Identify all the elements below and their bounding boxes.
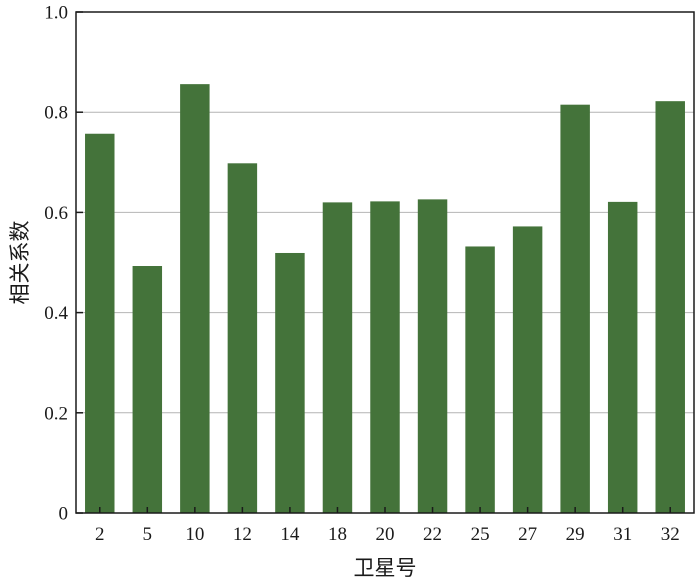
x-tick-label-25: 25 bbox=[471, 524, 490, 545]
bar-22 bbox=[417, 199, 448, 513]
x-tick-label-22: 22 bbox=[423, 524, 442, 545]
x-tick-label-12: 12 bbox=[233, 524, 252, 545]
y-tick-label-5: 1.0 bbox=[44, 3, 68, 24]
y-tick-label-1: 0.2 bbox=[44, 403, 68, 424]
bars bbox=[85, 84, 685, 514]
bar-25 bbox=[465, 246, 495, 513]
bar-10 bbox=[180, 84, 210, 514]
y-tick-label-3: 0.6 bbox=[44, 203, 68, 224]
y-tick-label-2: 0.4 bbox=[44, 303, 68, 324]
bar-18 bbox=[322, 202, 353, 513]
bar-32 bbox=[655, 101, 685, 513]
x-axis-ticks: 2 5 10 12 14 18 20 22 25 27 29 31 32 bbox=[95, 507, 680, 545]
y-tick-label-0: 0 bbox=[59, 504, 69, 525]
x-tick-label-14: 14 bbox=[280, 524, 300, 545]
bar-29 bbox=[560, 104, 590, 513]
x-tick-label-29: 29 bbox=[566, 524, 585, 545]
x-tick-label-5: 5 bbox=[143, 524, 153, 545]
x-tick-label-18: 18 bbox=[328, 524, 347, 545]
bar-31 bbox=[607, 201, 638, 513]
x-tick-label-2: 2 bbox=[95, 524, 105, 545]
y-axis-ticks: 0 0.2 0.4 0.6 0.8 1.0 bbox=[44, 3, 83, 525]
bar-2 bbox=[85, 133, 115, 514]
bar-12 bbox=[227, 163, 258, 513]
x-tick-label-31: 31 bbox=[613, 524, 632, 545]
bar-14 bbox=[275, 252, 305, 513]
x-tick-label-10: 10 bbox=[185, 524, 204, 545]
x-tick-label-20: 20 bbox=[376, 524, 395, 545]
bar-20 bbox=[370, 201, 400, 514]
x-axis-title: 卫星号 bbox=[354, 556, 417, 580]
x-tick-label-32: 32 bbox=[661, 524, 680, 545]
bar-27 bbox=[512, 226, 543, 514]
bar-5 bbox=[132, 266, 163, 513]
x-tick-label-27: 27 bbox=[518, 524, 537, 545]
y-axis-title: 相关系数 bbox=[8, 221, 32, 305]
y-tick-label-4: 0.8 bbox=[44, 103, 68, 124]
